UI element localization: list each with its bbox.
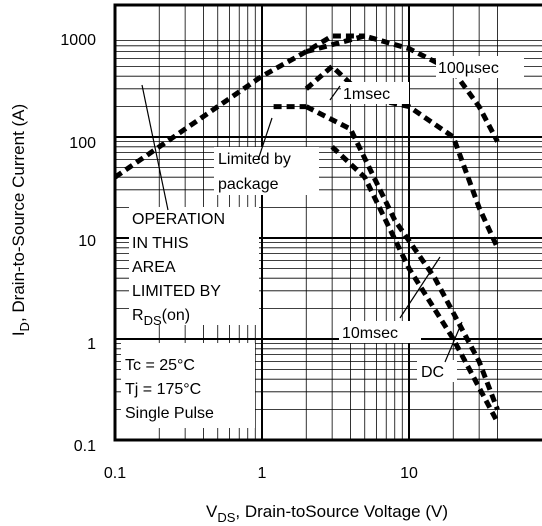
label-background — [436, 56, 524, 78]
y-tick-label: 0.1 — [74, 438, 96, 455]
label-1msec: 1msec — [343, 86, 390, 103]
label-background — [417, 360, 457, 382]
label-10msec: 10msec — [342, 325, 398, 342]
label-condition-pulse: Single Pulse — [125, 405, 214, 422]
y-tick-label: 100 — [69, 135, 96, 152]
label-background — [121, 343, 255, 428]
leader-line — [399, 256, 441, 319]
x-tick-label: 0.1 — [104, 465, 126, 482]
label-background — [339, 321, 421, 343]
curve-1ms — [304, 63, 500, 249]
label-operation-line: LIMITED BY — [132, 283, 221, 300]
leader-line — [329, 85, 341, 101]
curve-lines — [113, 33, 500, 424]
curve-dc — [330, 144, 500, 424]
y-axis-label: ID, Drain-to-Source Current (A) — [9, 104, 32, 336]
label-condition-tj: Tj = 175°C — [125, 381, 201, 398]
leader-line — [444, 321, 463, 363]
x-tick-label: 1 — [258, 465, 267, 482]
label-condition-tc: Tc = 25°C — [125, 357, 195, 374]
label-100usec: 100µsec — [438, 60, 499, 77]
plot-frame — [113, 3, 542, 442]
label-package: package — [218, 176, 279, 193]
label-background — [341, 82, 409, 104]
leader-line — [257, 117, 273, 161]
y-tick-label: 10 — [78, 233, 96, 250]
x-tick-label: 10 — [400, 465, 418, 482]
label-dc: DC — [421, 364, 444, 381]
label-operation-line: IN THIS — [132, 235, 189, 252]
label-rds-on: RDS(on) — [132, 307, 190, 328]
label-background — [214, 147, 319, 195]
label-operation-line: AREA — [132, 259, 176, 276]
label-background — [129, 207, 259, 325]
curve-10ms — [305, 104, 500, 411]
curve-rds-limit — [113, 33, 365, 180]
y-tick-label: 1 — [87, 336, 96, 353]
label-limited-by: Limited by — [218, 151, 291, 168]
curve-100us — [305, 33, 500, 143]
y-tick-label: 1000 — [60, 32, 96, 49]
x-axis-label: VDS, Drain-toSource Voltage (V) — [206, 502, 448, 525]
label-operation-line: OPERATION — [132, 211, 225, 228]
leader-line — [141, 84, 169, 211]
